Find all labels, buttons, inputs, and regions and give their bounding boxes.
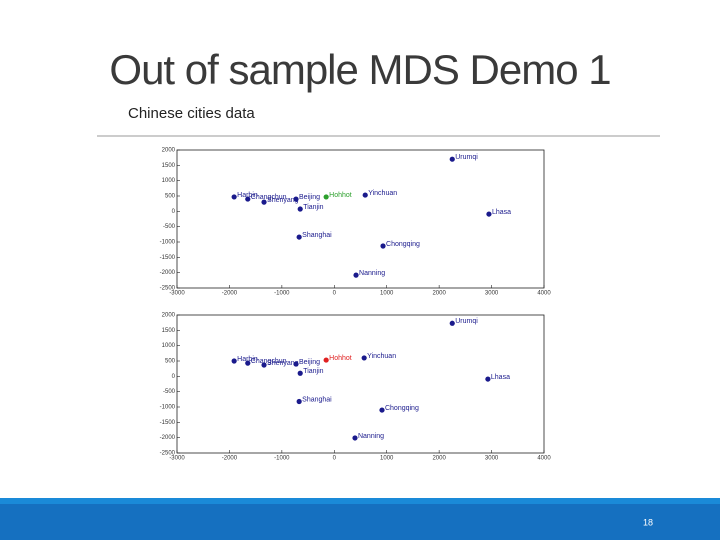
x-tick-label: 1000 (380, 291, 394, 297)
point (296, 398, 302, 405)
point (380, 243, 386, 249)
point-label: Yinchuan (367, 353, 396, 360)
footer-bar (0, 498, 720, 540)
point (323, 357, 329, 363)
point-label: Shenyang (267, 197, 299, 204)
point (353, 272, 359, 278)
point-label: Lhasa (491, 374, 510, 381)
y-tick-label: 500 (165, 359, 176, 365)
x-tick-label: -3000 (169, 456, 185, 462)
point-label: Shanghai (302, 396, 332, 403)
y-tick-label: -2000 (160, 435, 176, 441)
slide-subtitle: Chinese cities data (128, 105, 255, 122)
point-label: Beijing (299, 194, 320, 201)
x-tick-label: -1000 (274, 456, 290, 462)
y-tick-label: -2500 (160, 286, 176, 292)
x-tick-label: -1000 (274, 291, 290, 297)
footer-stripe (0, 498, 720, 504)
point (361, 355, 367, 361)
point (293, 361, 299, 367)
point-label: Changchun (251, 194, 287, 201)
point (486, 211, 492, 217)
y-tick-label: 1500 (162, 328, 176, 334)
point-label: Yinchuan (368, 190, 397, 197)
y-tick-label: 1000 (162, 343, 176, 349)
x-tick-label: 2000 (432, 291, 446, 297)
point-label: Harbin (237, 356, 258, 363)
y-tick-label: 1500 (162, 163, 176, 169)
point-label: Shenyang (267, 360, 299, 367)
x-tick-label: -3000 (169, 291, 185, 297)
y-tick-label: -2000 (160, 270, 176, 276)
x-tick-label: 2000 (432, 456, 446, 462)
point (485, 376, 491, 382)
point (297, 206, 303, 212)
y-tick-label: 1000 (162, 178, 176, 184)
y-tick-label: 0 (172, 209, 176, 215)
y-tick-label: -1000 (160, 240, 176, 246)
slide-title: Out of sample MDS Demo 1 (109, 46, 610, 93)
point (352, 435, 358, 441)
point (362, 192, 368, 198)
point (297, 370, 303, 376)
point-label: Beijing (299, 359, 320, 366)
x-tick-label: 3000 (485, 456, 499, 462)
point (245, 360, 251, 366)
point-label: Urumqi (455, 318, 478, 325)
point-label: Lhasa (492, 209, 511, 216)
point (261, 362, 267, 368)
y-tick-label: -2500 (160, 451, 176, 457)
x-tick-label: 4000 (537, 291, 551, 297)
y-tick-label: -1000 (160, 405, 176, 411)
x-tick-label: 0 (333, 456, 337, 462)
x-tick-label: 1000 (380, 456, 394, 462)
point-label: Harbin (237, 192, 258, 199)
point-label: Shanghai (302, 232, 332, 239)
point (245, 196, 251, 202)
point (449, 320, 455, 326)
point-label: Tianjin (303, 204, 323, 211)
x-tick-label: 0 (333, 291, 337, 297)
point (379, 407, 385, 413)
y-tick-label: 2000 (162, 148, 176, 154)
point-label: Nanning (359, 270, 385, 277)
y-tick-label: 0 (172, 374, 176, 380)
x-tick-label: -2000 (222, 291, 238, 297)
point-label: Changchun (251, 358, 287, 365)
plot-frame (176, 314, 545, 454)
plot-frame (176, 149, 545, 289)
y-tick-label: -1500 (160, 420, 176, 426)
x-tick-label: 3000 (485, 291, 499, 297)
y-tick-label: -500 (163, 389, 176, 395)
point (261, 199, 267, 205)
point-label: Nanning (358, 433, 384, 440)
point (296, 234, 302, 240)
y-tick-label: 500 (165, 194, 176, 200)
y-tick-label: -1500 (160, 255, 176, 261)
point (231, 194, 237, 200)
point-label: Chongqing (385, 405, 419, 412)
x-tick-label: -2000 (222, 456, 238, 462)
point (449, 156, 455, 162)
y-tick-label: -500 (163, 224, 176, 230)
point (231, 358, 237, 364)
point-label: Hohhot (329, 192, 352, 199)
point-label: Tianjin (303, 368, 323, 375)
point (293, 196, 299, 202)
y-tick-label: 2000 (162, 313, 176, 319)
point-label: Chongqing (386, 241, 420, 248)
x-tick-label: 4000 (537, 456, 551, 462)
point (323, 194, 329, 200)
point-label: Hohhot (329, 355, 352, 362)
page-number: 18 (643, 517, 653, 527)
point-label: Urumqi (455, 154, 478, 161)
